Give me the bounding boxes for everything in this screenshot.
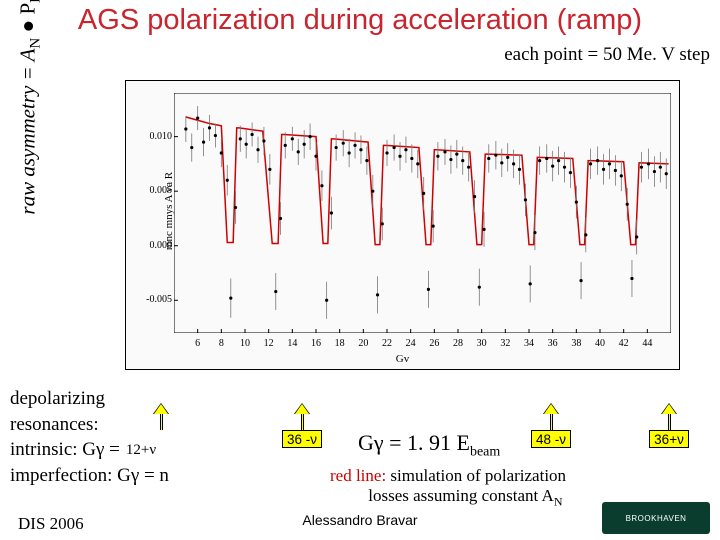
xtick-label: 42 bbox=[619, 338, 629, 349]
ylab-text: raw asymmetry = A bbox=[15, 49, 39, 215]
arrow-label-box: 36+ν bbox=[649, 430, 689, 448]
xtick-label: 20 bbox=[358, 338, 368, 349]
ytick-label: -0.005 bbox=[134, 294, 172, 305]
arrow-head-icon bbox=[154, 404, 168, 414]
xtick-label: 40 bbox=[595, 338, 605, 349]
xtick-label: 16 bbox=[311, 338, 321, 349]
y-axis-outer-label: raw asymmetry = AN ● PB bbox=[15, 0, 44, 215]
ytick-label: 0.005 bbox=[134, 185, 172, 196]
ylab-sub2: B bbox=[28, 0, 44, 3]
xtick-label: 14 bbox=[287, 338, 297, 349]
xtick-label: 6 bbox=[195, 338, 200, 349]
xtick-label: 38 bbox=[571, 338, 581, 349]
arrow-stem bbox=[160, 414, 163, 430]
gg-eq-sub: beam bbox=[470, 444, 500, 459]
ytick-label: 0.000 bbox=[134, 240, 172, 251]
arrow-head-icon bbox=[295, 404, 309, 414]
ylab-sub1: N bbox=[28, 38, 44, 49]
xtick-label: 24 bbox=[406, 338, 416, 349]
arrow-stem bbox=[668, 414, 671, 430]
redline-caption: red line: simulation of polarization los… bbox=[330, 466, 566, 509]
xtick-label: 22 bbox=[382, 338, 392, 349]
xtick-label: 28 bbox=[453, 338, 463, 349]
xtick-label: 10 bbox=[240, 338, 250, 349]
depolarizing-block: depolarizing resonances: intrinsic: Gγ =… bbox=[10, 386, 169, 489]
depol-l2: resonances: bbox=[10, 412, 169, 438]
page-title: AGS polarization during acceleration (ra… bbox=[0, 0, 720, 37]
arrow-stem bbox=[550, 414, 553, 430]
arrow-head-icon bbox=[662, 404, 676, 414]
caption-top-right: each point = 50 Me. V step bbox=[504, 44, 710, 66]
ylab-dot: ● P bbox=[15, 3, 39, 38]
xtick-label: 32 bbox=[500, 338, 510, 349]
redline-red: red line: bbox=[330, 466, 386, 485]
xtick-label: 18 bbox=[335, 338, 345, 349]
xtick-label: 30 bbox=[477, 338, 487, 349]
depol-l3a: intrinsic: Gγ = bbox=[10, 437, 120, 463]
depol-l4: imperfection: Gγ = n bbox=[10, 463, 169, 489]
brookhaven-logo: BROOKHAVEN bbox=[602, 502, 710, 534]
gg-eq-main: Gγ = 1. 91 E bbox=[358, 430, 470, 455]
footer-center: Alessandro Bravar bbox=[302, 512, 417, 528]
footer-left: DIS 2006 bbox=[18, 514, 84, 534]
arrow-head-icon bbox=[544, 404, 558, 414]
arrow-stem bbox=[301, 414, 304, 430]
chart-svg bbox=[174, 93, 671, 333]
depol-l3b: 12+ν bbox=[126, 440, 156, 460]
chart-plot-area bbox=[174, 93, 671, 333]
depol-l1: depolarizing bbox=[10, 386, 169, 412]
redline-restsub: N bbox=[554, 494, 563, 508]
arrow-label-box: 48 -ν bbox=[531, 430, 571, 448]
xtick-label: 8 bbox=[219, 338, 224, 349]
redline-rest2: losses assuming constant A bbox=[368, 486, 554, 505]
xtick-label: 36 bbox=[548, 338, 558, 349]
chart-frame: mnc mnys A va R -0.0050.0000.0050.010681… bbox=[125, 80, 680, 370]
ytick-label: 0.010 bbox=[134, 131, 172, 142]
chart-x-label: Gv bbox=[396, 353, 409, 365]
arrow-label-box: 36 -ν bbox=[282, 430, 322, 448]
xtick-label: 34 bbox=[524, 338, 534, 349]
gg-equation: Gγ = 1. 91 Ebeam bbox=[358, 430, 500, 460]
redline-rest: simulation of polarization bbox=[386, 466, 566, 485]
xtick-label: 44 bbox=[642, 338, 652, 349]
xtick-label: 26 bbox=[429, 338, 439, 349]
xtick-label: 12 bbox=[264, 338, 274, 349]
